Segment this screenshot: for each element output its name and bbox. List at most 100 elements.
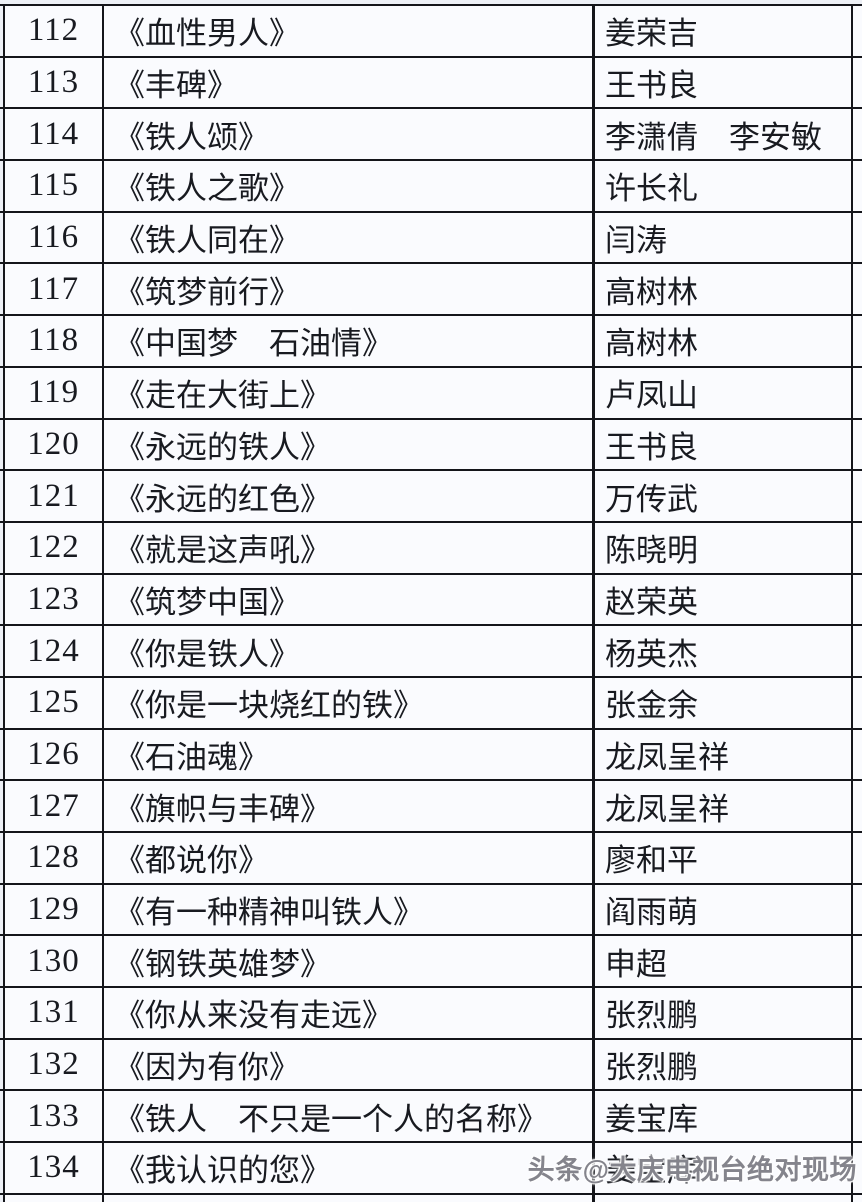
row-title: 《铁人颂》 [104,109,595,160]
table-row: 127 《旗帜与丰碑》 龙凤呈祥 [0,781,862,833]
row-author: 赵荣英 [595,574,853,625]
table-row: 112 《血性男人》 姜荣吉 [0,6,862,58]
row-filler [853,1091,862,1142]
row-author: 姜荣吉 [595,6,853,56]
row-title: 《铁人之歌》 [104,161,595,211]
table-row: 128 《都说你》 廖和平 [0,833,862,885]
row-number: 134 [3,1143,104,1193]
row-number: 128 [3,833,104,883]
row-title: 《永远的铁人》 [104,419,595,470]
table-row: 132 《因为有你》 张烈鹏 [0,1039,862,1092]
row-title: 《石油魂》 [104,729,595,780]
table-row: 129 《有一种精神叫铁人》 阎雨萌 [0,884,862,937]
row-title: 《都说你》 [104,833,595,883]
row-filler [853,781,862,831]
row-author: 许长礼 [595,161,853,211]
row-title: 《我认识的您》 [104,1143,595,1193]
row-number: 121 [3,471,104,521]
table-body: 112 《血性男人》 姜荣吉 113 《丰碑》 王书良 114 《铁人颂》 李潇… [0,6,862,1195]
row-number: 113 [3,57,104,108]
row-title: 《就是这声吼》 [104,522,595,573]
row-author: 姜宝库 [595,1091,853,1142]
row-author: 陈晓明 [595,522,853,573]
row-title: 《你是一块烧红的铁》 [104,677,595,728]
table-row: 119 《走在大街上》 卢凤山 [0,367,862,420]
row-filler [853,677,862,728]
row-filler [853,936,862,987]
row-author: 卢凤山 [595,367,853,418]
row-filler [853,1143,862,1193]
row-author: 王书良 [595,57,853,108]
row-title: 《丰碑》 [104,57,595,108]
row-title: 《旗帜与丰碑》 [104,781,595,831]
row-title: 《铁人同在》 [104,212,595,263]
row-title: 《铁人 不只是一个人的名称》 [104,1091,595,1142]
row-author: 杨英杰 [595,626,853,676]
row-filler [853,729,862,780]
song-list-table: 112 《血性男人》 姜荣吉 113 《丰碑》 王书良 114 《铁人颂》 李潇… [0,4,862,1202]
table-row: 133 《铁人 不只是一个人的名称》 姜宝库 [0,1091,862,1144]
row-author: 龙凤呈祥 [595,781,853,831]
row-number: 130 [3,936,104,987]
row-title: 《有一种精神叫铁人》 [104,884,595,935]
row-filler [853,1039,862,1090]
table-row: 115 《铁人之歌》 许长礼 [0,161,862,213]
row-title: 《你是铁人》 [104,626,595,676]
row-number: 125 [3,677,104,728]
row-number: 133 [3,1091,104,1142]
table-row: 122 《就是这声吼》 陈晓明 [0,522,862,575]
partial-title-cell [104,1194,595,1202]
table-row: 125 《你是一块烧红的铁》 张金余 [0,677,862,730]
row-number: 132 [3,1039,104,1090]
row-filler [853,522,862,573]
row-author: 张金余 [595,677,853,728]
table-row: 123 《筑梦中国》 赵荣英 [0,574,862,627]
row-filler [853,57,862,108]
row-number: 118 [3,316,104,366]
row-filler [853,109,862,160]
row-filler [853,574,862,625]
row-author: 王书良 [595,419,853,470]
row-number: 129 [3,884,104,935]
row-author: 廖和平 [595,833,853,883]
watermark: 头条@大庆电视台绝对现场 [527,1155,857,1185]
row-filler [853,367,862,418]
row-author: 高树林 [595,316,853,366]
row-filler [853,212,862,263]
row-filler [853,626,862,676]
row-number: 126 [3,729,104,780]
row-title: 《血性男人》 [104,6,595,56]
partial-author-cell [595,1194,853,1202]
row-title: 《你从来没有走远》 [104,988,595,1038]
row-number: 123 [3,574,104,625]
row-author: 张烈鹏 [595,1039,853,1090]
row-author: 阎雨萌 [595,884,853,935]
row-author: 李潇倩 李安敏 [595,109,853,160]
table-row: 130 《钢铁英雄梦》 申超 [0,936,862,989]
row-author: 张烈鹏 [595,988,853,1038]
table-row: 116 《铁人同在》 闫涛 [0,212,862,265]
table-row: 114 《铁人颂》 李潇倩 李安敏 [0,109,862,162]
row-number: 116 [3,212,104,263]
table-row: 117 《筑梦前行》 高树林 [0,264,862,317]
row-number: 117 [3,264,104,315]
row-title: 《走在大街上》 [104,367,595,418]
row-number: 115 [3,161,104,211]
row-number: 124 [3,626,104,676]
row-number: 114 [3,109,104,160]
row-title: 《永远的红色》 [104,471,595,521]
row-number: 127 [3,781,104,831]
row-title: 《中国梦 石油情》 [104,316,595,366]
row-author: 申超 [595,936,853,987]
table-row: 118 《中国梦 石油情》 高树林 [0,316,862,368]
row-title: 《筑梦前行》 [104,264,595,315]
table-row: 124 《你是铁人》 杨英杰 [0,626,862,678]
row-author: 姜宝库 [595,1143,853,1193]
table-row: 134 《我认识的您》 姜宝库 [0,1143,862,1195]
partial-number-cell [3,1194,104,1202]
table-row: 131 《你从来没有走远》 张烈鹏 [0,988,862,1040]
row-filler [853,6,862,56]
row-filler [853,316,862,366]
row-number: 131 [3,988,104,1038]
table-row: 113 《丰碑》 王书良 [0,57,862,110]
